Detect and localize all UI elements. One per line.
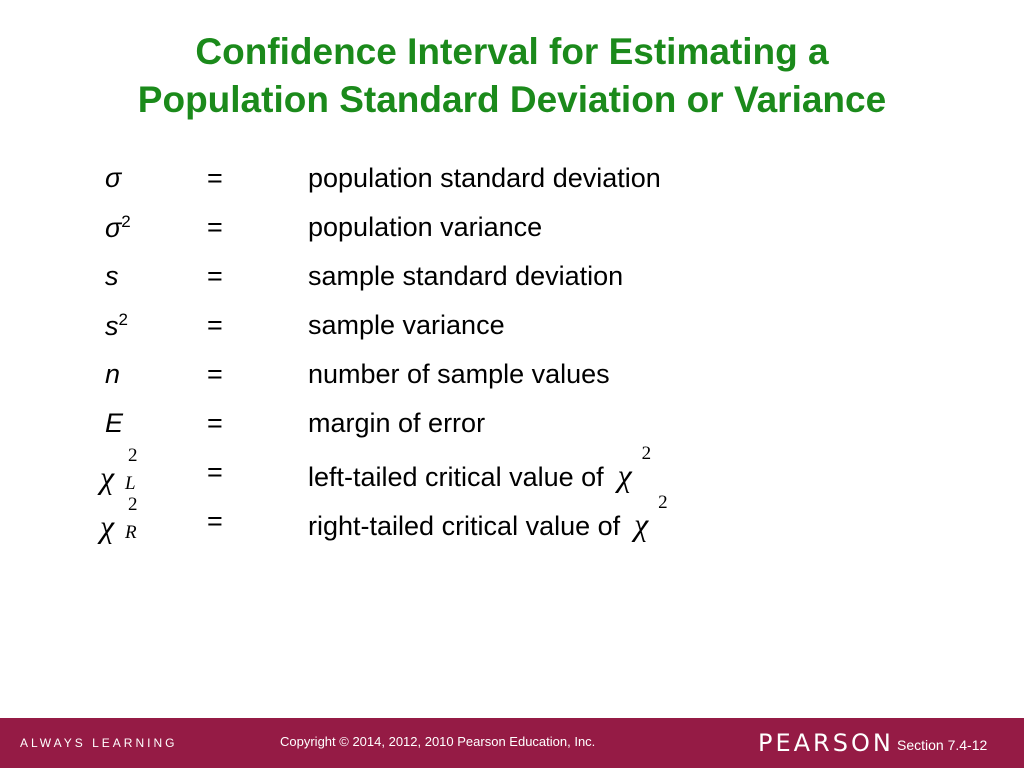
definition-row: σ = population standard deviation [0, 163, 1024, 211]
tagline: ALWAYS LEARNING [20, 736, 178, 750]
definition: sample standard deviation [308, 261, 623, 292]
definition-text: number of sample values [308, 359, 610, 389]
footer: ALWAYS LEARNING Copyright © 2014, 2012, … [0, 718, 1024, 768]
definition-text: population variance [308, 212, 543, 242]
symbol-sup: 2 [121, 212, 131, 231]
symbol: E [105, 408, 123, 439]
symbol: σ [105, 163, 121, 194]
symbol: σ2 [105, 212, 131, 244]
symbol-base: χ [634, 506, 649, 542]
symbol-sup: 2 [658, 492, 668, 513]
definition-text: right-tailed critical value of [308, 511, 621, 541]
symbol-base: σ [105, 213, 122, 243]
title-line: Confidence Interval for Estimating a [195, 31, 829, 72]
definition-text: sample variance [308, 310, 505, 340]
symbol-sup: 2 [128, 445, 138, 466]
definition: right-tailed critical value of χ 2 [308, 492, 674, 543]
symbol-sup: 2 [118, 310, 128, 329]
equals: = [207, 506, 223, 536]
title: Confidence Interval for Estimating a Pop… [0, 28, 1024, 124]
symbol-base: n [105, 359, 121, 389]
definition: population variance [308, 212, 542, 243]
definition-text: margin of error [308, 408, 486, 438]
definition: left-tailed critical value of χ 2 [308, 443, 658, 494]
equals: = [207, 212, 223, 242]
symbol-base: s [105, 311, 119, 341]
definition: margin of error [308, 408, 485, 439]
definition-text: sample standard deviation [308, 261, 624, 291]
symbol-sub: R [125, 522, 137, 543]
equals: = [207, 261, 223, 291]
symbol-base: χ [617, 457, 632, 493]
definition-row: σ2 = population variance [0, 212, 1024, 260]
equals: = [207, 163, 223, 193]
definition-row: s2 = sample variance [0, 310, 1024, 358]
definition: population standard deviation [308, 163, 661, 194]
symbol-sub: L [125, 473, 136, 494]
definition-text: population standard deviation [308, 163, 661, 193]
equals: = [207, 310, 223, 340]
symbol-base: σ [105, 163, 122, 193]
section: Section 7.4-12 [897, 737, 988, 753]
copyright: Copyright © 2014, 2012, 2010 Pearson Edu… [280, 734, 596, 749]
equals: = [207, 408, 223, 438]
definition-row: s = sample standard deviation [0, 261, 1024, 309]
symbol-base: s [105, 261, 119, 291]
symbol-sup: 2 [641, 443, 652, 464]
symbol-base: χ [100, 459, 115, 495]
equals: = [207, 359, 223, 389]
equals: = [207, 457, 223, 487]
definition-row: χ 2 L = left-tailed critical value of χ 2 [0, 443, 1024, 505]
definition-row: n = number of sample values [0, 359, 1024, 407]
symbol-base: χ [100, 508, 115, 544]
symbol-sup: 2 [128, 494, 138, 515]
definition: sample variance [308, 310, 505, 341]
symbol: n [105, 359, 120, 390]
definition: number of sample values [308, 359, 610, 390]
definition-text: left-tailed critical value of [308, 462, 604, 492]
brand: PEARSON [758, 729, 894, 757]
symbol: s2 [105, 310, 128, 342]
symbol: s [105, 261, 119, 292]
title-line: Population Standard Deviation or Varianc… [137, 79, 887, 120]
symbol-base: E [105, 408, 124, 438]
definition-row: χ 2 R = right-tailed critical value of χ 2 [0, 492, 1024, 554]
definition-row: E = margin of error [0, 408, 1024, 456]
